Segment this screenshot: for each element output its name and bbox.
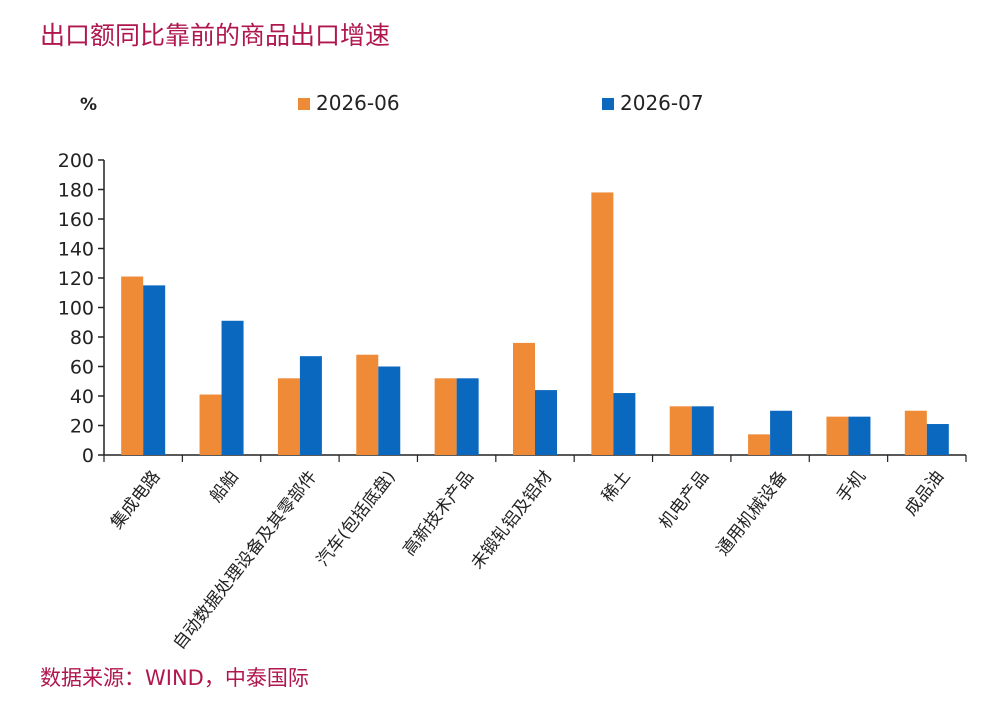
y-tick-label: 60 — [70, 357, 94, 379]
bar-jun-3 — [356, 354, 379, 455]
y-tick-label: 40 — [70, 386, 94, 408]
bar-jun-6 — [591, 192, 614, 455]
bar-jun-10 — [904, 410, 927, 455]
y-tick-label: 180 — [58, 180, 94, 202]
bar-jul-10 — [926, 424, 949, 455]
bar-jun-8 — [748, 434, 771, 455]
bar-jul-2 — [299, 356, 322, 455]
y-axis: 0 20 40 60 80 100 120 140 160 180 200% — [58, 95, 105, 467]
y-tick-label: 100 — [58, 298, 94, 320]
legend: 2026-06 2026-07 — [298, 91, 704, 115]
y-tick-label: 160 — [58, 209, 94, 231]
y-tick-label: 120 — [58, 268, 94, 290]
x-category-label: 机电产品 — [655, 467, 713, 533]
x-category-label: 船舶 — [206, 467, 243, 506]
x-category-label: 集成电路 — [107, 467, 165, 533]
x-category-label: 手机 — [833, 467, 870, 506]
bar-jun-9 — [826, 416, 849, 455]
y-axis-unit-label: % — [80, 95, 97, 115]
y-tick-label: 20 — [70, 416, 94, 438]
bar-jul-8 — [770, 410, 793, 455]
x-category-label: 未锻轧铝及铝材 — [467, 467, 556, 573]
bar-jun-1 — [199, 394, 222, 455]
bar-jul-0 — [143, 285, 166, 455]
bar-jun-7 — [669, 406, 692, 455]
bar-jul-1 — [221, 320, 244, 455]
x-category-label: 高新技术产品 — [399, 467, 478, 560]
legend-swatch-0 — [298, 98, 310, 110]
x-category-label: 汽车(包括底盘) — [313, 467, 400, 570]
bar-jul-7 — [691, 406, 714, 455]
y-tick-label: 140 — [58, 239, 94, 261]
bar-jul-4 — [456, 378, 479, 455]
bar-jun-5 — [513, 342, 535, 455]
bar-jun-2 — [277, 378, 300, 455]
y-tick-label: 80 — [70, 327, 94, 349]
bar-jul-5 — [535, 390, 557, 455]
bars — [121, 192, 949, 455]
x-category-label: 自动数据处理设备及其零部件 — [169, 467, 321, 653]
bar-jul-3 — [378, 366, 401, 455]
bar-jul-6 — [613, 393, 636, 455]
legend-label-0: 2026-06 — [316, 91, 400, 115]
y-tick-label: 200 — [58, 150, 94, 172]
bar-jun-4 — [434, 378, 457, 455]
legend-swatch-1 — [602, 98, 614, 110]
bar-jul-9 — [848, 416, 871, 455]
chart-source: 数据来源：WIND，中泰国际 — [40, 666, 309, 690]
bar-jun-0 — [121, 276, 144, 455]
x-category-label: 成品油 — [901, 467, 948, 520]
chart-title: 出口额同比靠前的商品出口增速 — [40, 21, 391, 50]
y-tick-label: 0 — [82, 445, 94, 467]
legend-label-1: 2026-07 — [620, 91, 704, 115]
x-category-label: 通用机械设备 — [713, 467, 792, 560]
x-category-label: 稀土 — [598, 467, 635, 506]
